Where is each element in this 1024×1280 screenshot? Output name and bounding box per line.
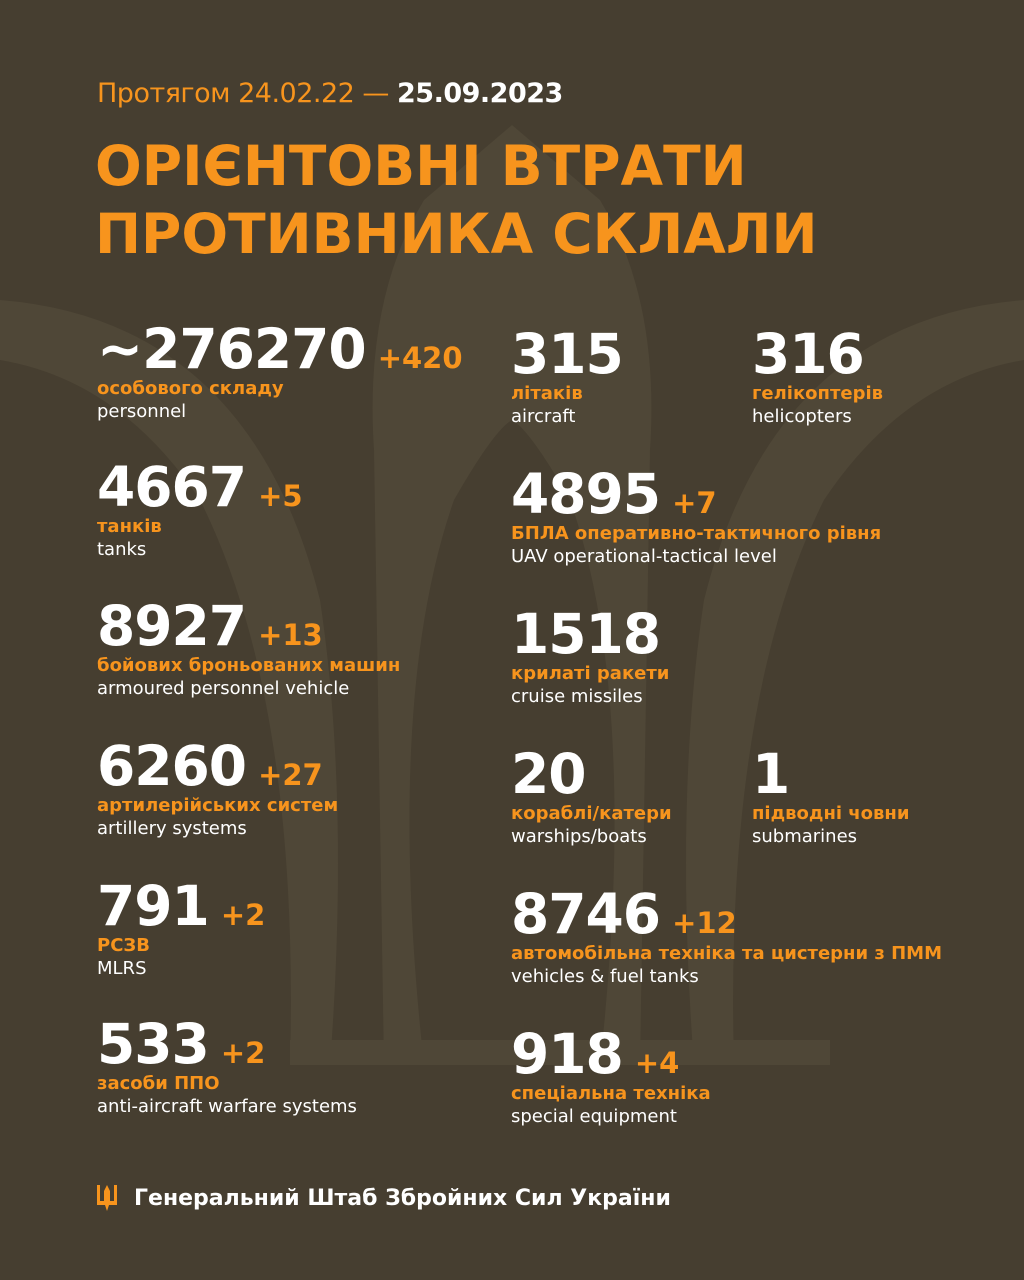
stat-label-en: warships/boats xyxy=(511,826,647,847)
stat-value: 315 xyxy=(511,322,624,386)
stat-item: 20 кораблі/катери warships/boats xyxy=(511,745,672,849)
stat-label-ua: РСЗВ xyxy=(97,935,150,956)
title-line-1: ОРІЄНТОВНІ ВТРАТИ xyxy=(95,134,747,198)
stat-label-en: cruise missiles xyxy=(511,686,643,707)
stat-value-row: 6260 +27 xyxy=(97,737,338,795)
stat-value: 1518 xyxy=(511,602,661,666)
trident-icon xyxy=(97,1185,117,1211)
period-subtitle: Протягом 24.02.22 — 25.09.2023 xyxy=(97,78,563,109)
stat-delta: +5 xyxy=(258,479,303,513)
stat-label-en: helicopters xyxy=(752,406,852,427)
stat-label-ua: автомобільна техніка та цистерни з ПММ xyxy=(511,943,942,964)
stat-value: 918 xyxy=(511,1022,624,1086)
stat-value-row: 1518 xyxy=(511,605,669,663)
stat-value: 4895 xyxy=(511,462,661,526)
stat-item: 1518 крилаті ракети cruise missiles xyxy=(511,605,669,709)
stat-item: 8746 +12 автомобільна техніка та цистерни … xyxy=(511,885,942,989)
stat-label-en: personnel xyxy=(97,401,187,422)
stat-label-ua: особового складу xyxy=(97,378,284,399)
stat-item: 316 гелікоптерів helicopters xyxy=(752,325,883,429)
stat-delta: +4 xyxy=(634,1046,680,1080)
stat-value-row: 4895 +7 xyxy=(511,465,881,523)
stat-value-row: 20 xyxy=(511,745,672,803)
stat-value-row: 1 xyxy=(752,745,909,803)
stat-label-ua: артилерійських систем xyxy=(97,795,339,816)
period-end-date: 25.09.2023 xyxy=(397,78,563,109)
stat-item: 791 +2 РСЗВ MLRS xyxy=(97,877,265,981)
stat-value: 533 xyxy=(97,1012,210,1076)
stat-delta: +2 xyxy=(220,1036,266,1070)
stat-label-en: artillery systems xyxy=(97,818,247,839)
stat-value: 8927 xyxy=(97,594,247,658)
stat-label-en: vehicles & fuel tanks xyxy=(511,966,699,987)
stat-delta: +27 xyxy=(258,758,323,792)
stat-label-ua: підводні човни xyxy=(752,803,910,824)
stat-label-ua: танків xyxy=(97,516,162,537)
stat-item: 315 літаків aircraft xyxy=(511,322,624,429)
stat-item: ~276270 +420 особового складу personnel xyxy=(97,320,463,424)
stat-label-ua: БПЛА оперативно-тактичного рівня xyxy=(511,523,882,544)
stat-item: 533 +2 засоби ППО anti-aircraft warfare sys… xyxy=(97,1015,357,1119)
period-prefix: Протягом 24.02.22 — xyxy=(97,78,389,109)
stat-value-row: 315 xyxy=(511,322,624,386)
stat-delta: +12 xyxy=(672,906,737,940)
stat-item: 6260 +27 артилерійських систем artillery sy… xyxy=(97,737,338,841)
stat-label-ua: літаків xyxy=(511,383,583,404)
stat-value-row: 791 +2 xyxy=(97,877,265,935)
footer-text: Генеральний Штаб Збройних Сил України xyxy=(134,1185,671,1211)
stat-value: 1 xyxy=(752,742,790,806)
stat-delta: +7 xyxy=(672,486,717,520)
stat-value-row: 316 xyxy=(752,325,883,383)
stat-value: ~276270 xyxy=(97,317,367,381)
stat-item: 8927 +13 бойових броньованих машин armoured… xyxy=(97,597,400,701)
stat-item: 4667 +5 танків tanks xyxy=(97,458,303,562)
page-title: ОРІЄНТОВНІ ВТРАТИ ПРОТИВНИКА СКЛАЛИ xyxy=(95,132,818,268)
stat-value: 316 xyxy=(752,322,865,386)
stat-delta: +2 xyxy=(220,898,266,932)
stat-value: 791 xyxy=(97,874,210,938)
stat-value-row: 4667 +5 xyxy=(97,458,303,516)
stat-value: 6260 xyxy=(97,734,247,798)
stat-label-ua: засоби ППО xyxy=(97,1073,220,1094)
stat-item: 1 підводні човни submarines xyxy=(752,745,909,849)
stat-value-row: 533 +2 xyxy=(97,1015,357,1073)
stat-value-row: ~276270 +420 xyxy=(97,320,463,378)
stat-label-ua: кораблі/катери xyxy=(511,803,672,824)
stat-value: 8746 xyxy=(511,882,661,946)
stat-label-en: tanks xyxy=(97,539,147,560)
stat-item: 918 +4 спеціальна техніка special equipment xyxy=(511,1025,711,1129)
stat-value: 20 xyxy=(511,742,587,806)
stat-label-ua: гелікоптерів xyxy=(752,383,884,404)
stat-label-en: submarines xyxy=(752,826,858,847)
stat-label-ua: бойових броньованих машин xyxy=(97,655,401,676)
stat-delta: +420 xyxy=(377,341,463,375)
stat-label-en: UAV operational-tactical level xyxy=(511,546,777,567)
stat-value-row: 918 +4 xyxy=(511,1025,711,1083)
stat-label-en: special equipment xyxy=(511,1106,677,1127)
stat-item: 4895 +7 БПЛА оперативно-тактичного рівня UA… xyxy=(511,465,881,569)
stat-label-en: armoured personnel vehicle xyxy=(97,678,350,699)
stat-label-ua: спеціальна техніка xyxy=(511,1083,711,1104)
footer: Генеральний Штаб Збройних Сил України xyxy=(96,1183,671,1213)
stat-value: 4667 xyxy=(97,455,247,519)
stat-label-en: MLRS xyxy=(97,958,147,979)
stat-value-row: 8746 +12 xyxy=(511,885,942,943)
stat-value-row: 8927 +13 xyxy=(97,597,400,655)
title-line-2: ПРОТИВНИКА СКЛАЛИ xyxy=(95,202,818,266)
stat-delta: +13 xyxy=(258,618,323,652)
stat-label-en: anti-aircraft warfare systems xyxy=(97,1096,357,1117)
stat-label-en: aircraft xyxy=(511,406,576,427)
stat-label-ua: крилаті ракети xyxy=(511,663,670,684)
